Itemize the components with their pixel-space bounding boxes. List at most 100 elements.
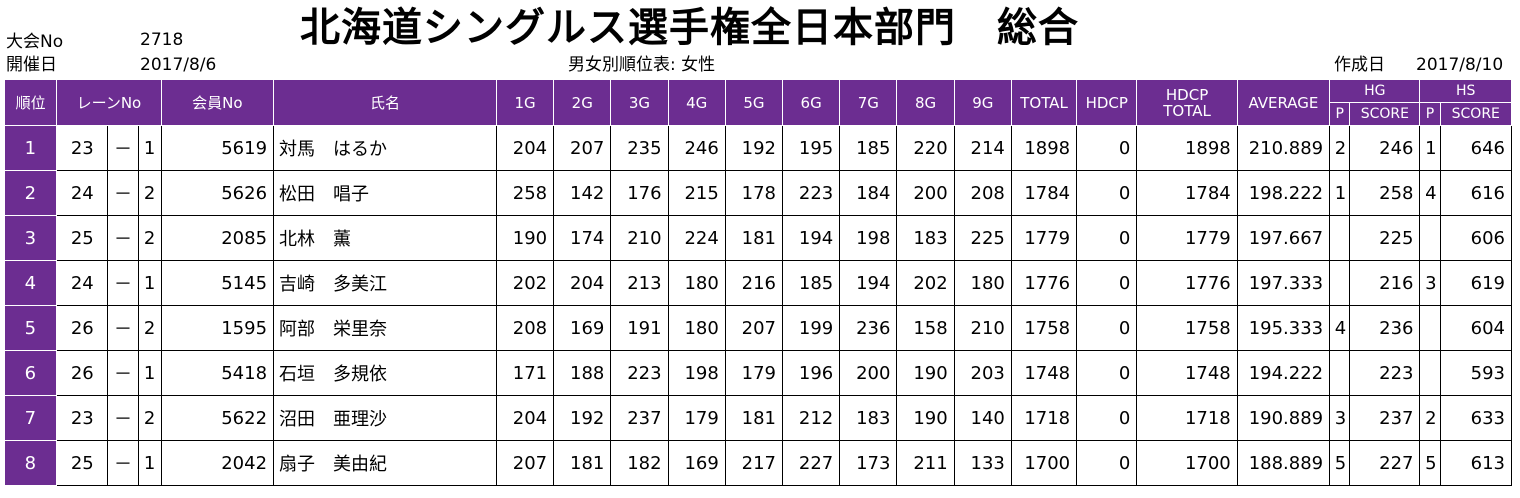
hg-p-cell: 4 xyxy=(1329,305,1351,351)
hs-header: HS xyxy=(1419,79,1512,103)
hdcp-total-cell: 1758 xyxy=(1136,305,1238,351)
lane-sub-cell: 2 xyxy=(137,395,162,441)
hs-score-cell: 604 xyxy=(1439,305,1513,351)
game-7-cell: 194 xyxy=(839,260,898,306)
table-row: 6 26 － 1 5418 石垣 多規依 171 188 223 198 179 196 200 190 2… xyxy=(4,350,1513,396)
rank-cell: 2 xyxy=(4,170,58,216)
hdcp-total-cell: 1748 xyxy=(1136,350,1238,396)
game-4-cell: 198 xyxy=(667,350,726,396)
hdcp-cell: 0 xyxy=(1076,260,1138,306)
lane-dash-cell: － xyxy=(107,395,139,441)
hg-score-cell: 237 xyxy=(1349,395,1421,441)
hg-score-cell: 236 xyxy=(1349,305,1421,351)
hg-p-cell: 1 xyxy=(1329,170,1351,216)
lane-dash-cell: － xyxy=(107,305,139,351)
hg-score-cell: 258 xyxy=(1349,170,1421,216)
page-title: 北海道シングルス選手権全日本部門 総合 xyxy=(300,5,1079,51)
hs-score-cell: 613 xyxy=(1439,440,1513,486)
game-3-header: 3G xyxy=(610,79,669,126)
member-no-cell: 2085 xyxy=(160,215,275,261)
game-2-cell: 174 xyxy=(553,215,612,261)
lane-cell: 25 xyxy=(56,215,109,261)
game-8-cell: 202 xyxy=(896,260,955,306)
member-no-header: 会員No xyxy=(160,79,275,126)
hg-score-header: SCORE xyxy=(1349,102,1421,126)
game-1-cell: 190 xyxy=(495,215,555,261)
name-cell: 沼田 亜理沙 xyxy=(273,395,497,441)
hg-p-cell xyxy=(1329,350,1351,396)
table-row: 4 24 － 1 5145 吉崎 多美江 202 204 213 180 216 185 194 202 1… xyxy=(4,260,1513,306)
table-row: 7 23 － 2 5622 沼田 亜理沙 204 192 237 179 181 212 183 190 1… xyxy=(4,395,1513,441)
hs-score-header: SCORE xyxy=(1439,102,1513,126)
hs-p-cell xyxy=(1419,215,1441,261)
lane-dash-cell: － xyxy=(107,215,139,261)
member-no-cell: 5622 xyxy=(160,395,275,441)
average-cell: 198.222 xyxy=(1236,170,1331,216)
game-9-cell: 208 xyxy=(953,170,1012,216)
hs-p-cell xyxy=(1419,305,1441,351)
hs-p-cell: 4 xyxy=(1419,170,1441,216)
hs-p-cell xyxy=(1419,350,1441,396)
hs-score-cell: 593 xyxy=(1439,350,1513,396)
game-8-header: 8G xyxy=(896,79,955,126)
hs-p-cell: 1 xyxy=(1419,125,1441,171)
game-1-header: 1G xyxy=(495,79,555,126)
hdcp-total-header-line2: TOTAL xyxy=(1163,101,1211,120)
game-4-cell: 179 xyxy=(667,395,726,441)
total-cell: 1700 xyxy=(1010,440,1078,486)
lane-dash-cell: － xyxy=(107,170,139,216)
game-5-cell: 217 xyxy=(724,440,784,486)
lane-dash-cell: － xyxy=(107,440,139,486)
rank-cell: 8 xyxy=(4,440,58,486)
hs-score-cell: 606 xyxy=(1439,215,1513,261)
table-row: 5 26 － 2 1595 阿部 栄里奈 208 169 191 180 207 199 236 158 2… xyxy=(4,305,1513,351)
hdcp-total-header: HDCP TOTAL xyxy=(1136,79,1238,126)
member-no-cell: 5626 xyxy=(160,170,275,216)
name-cell: 石垣 多規依 xyxy=(273,350,497,396)
game-8-cell: 190 xyxy=(896,350,955,396)
hdcp-cell: 0 xyxy=(1076,215,1138,261)
game-6-cell: 196 xyxy=(782,350,841,396)
game-5-cell: 178 xyxy=(724,170,784,216)
hg-score-cell: 225 xyxy=(1349,215,1421,261)
game-3-cell: 191 xyxy=(610,305,669,351)
table-row: 1 23 － 1 5619 対馬 はるか 204 207 235 246 192 195 185 220 2… xyxy=(4,125,1513,171)
game-5-cell: 216 xyxy=(724,260,784,306)
game-2-cell: 204 xyxy=(553,260,612,306)
lane-cell: 24 xyxy=(56,170,109,216)
total-cell: 1758 xyxy=(1010,305,1078,351)
game-6-cell: 185 xyxy=(782,260,841,306)
game-9-cell: 203 xyxy=(953,350,1012,396)
game-5-cell: 207 xyxy=(724,305,784,351)
average-cell: 210.889 xyxy=(1236,125,1331,171)
total-cell: 1718 xyxy=(1010,395,1078,441)
game-2-cell: 192 xyxy=(553,395,612,441)
game-8-cell: 158 xyxy=(896,305,955,351)
game-1-cell: 204 xyxy=(495,395,555,441)
game-8-cell: 190 xyxy=(896,395,955,441)
hdcp-total-cell: 1779 xyxy=(1136,215,1238,261)
hg-p-cell: 2 xyxy=(1329,125,1351,171)
name-cell: 北林 薫 xyxy=(273,215,497,261)
hg-p-header: P xyxy=(1329,102,1351,126)
game-6-header: 6G xyxy=(782,79,841,126)
game-8-cell: 211 xyxy=(896,440,955,486)
lane-sub-cell: 1 xyxy=(137,440,162,486)
game-5-cell: 192 xyxy=(724,125,784,171)
game-7-cell: 185 xyxy=(839,125,898,171)
created-date: 2017/8/10 xyxy=(1416,55,1504,75)
total-cell: 1779 xyxy=(1010,215,1078,261)
rank-cell: 3 xyxy=(4,215,58,261)
game-4-cell: 180 xyxy=(667,260,726,306)
average-cell: 197.667 xyxy=(1236,215,1331,261)
lane-sub-cell: 1 xyxy=(137,350,162,396)
game-8-cell: 220 xyxy=(896,125,955,171)
hg-p-cell xyxy=(1329,215,1351,261)
member-no-cell: 5418 xyxy=(160,350,275,396)
game-1-cell: 202 xyxy=(495,260,555,306)
rank-cell: 6 xyxy=(4,350,58,396)
hs-score-cell: 619 xyxy=(1439,260,1513,306)
hs-score-cell: 633 xyxy=(1439,395,1513,441)
hdcp-cell: 0 xyxy=(1076,395,1138,441)
game-7-header: 7G xyxy=(839,79,898,126)
